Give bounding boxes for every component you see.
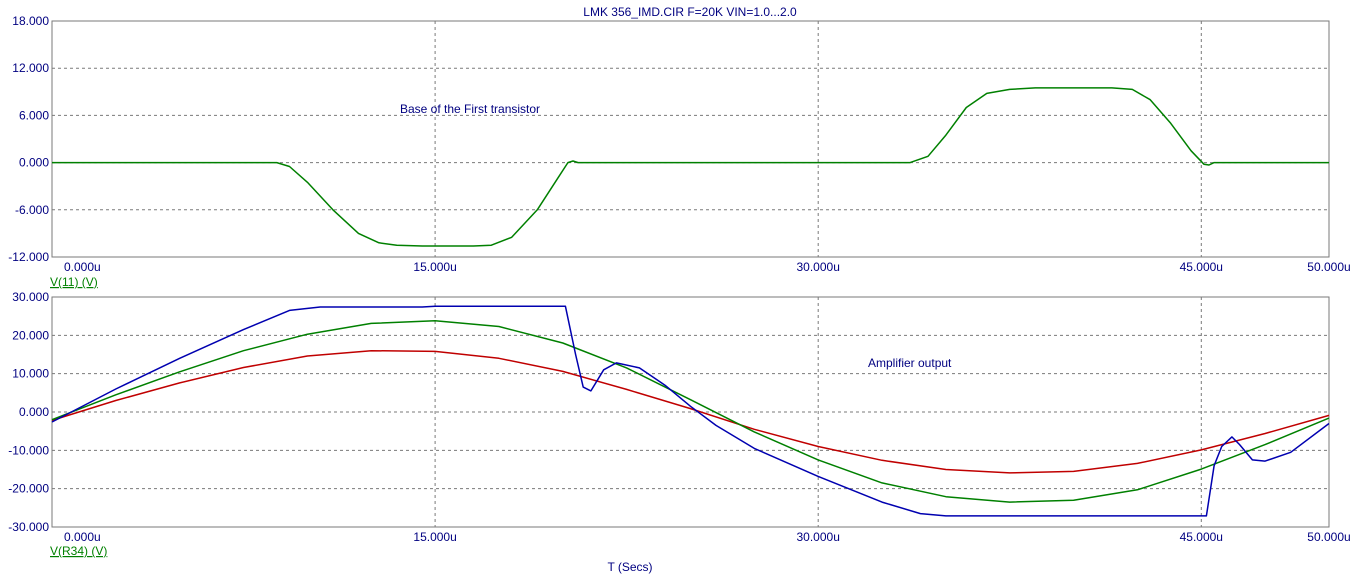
series-line-0 [51, 349, 1330, 474]
x-tick-label: 15.000u [413, 530, 456, 544]
y-tick-label: 18.000 [12, 14, 49, 28]
x-axis-label: T (Secs) [607, 560, 652, 574]
series-line-0 [52, 87, 1329, 247]
x-tick-label: 45.000u [1180, 530, 1223, 544]
y-tick-label: 20.000 [12, 328, 49, 342]
y-tick-label: -30.000 [8, 520, 49, 534]
y-tick-label: 10.000 [12, 367, 49, 381]
y-tick-label: -20.000 [8, 482, 49, 496]
plot-frame [51, 20, 1330, 258]
x-tick-label: 15.000u [413, 260, 456, 274]
plot-annotation: Amplifier output [868, 356, 952, 370]
y-tick-label: 0.000 [19, 156, 49, 170]
x-tick-label: 50.000u [1307, 530, 1350, 544]
y-tick-label: 30.000 [12, 290, 49, 304]
x-tick-label: 30.000u [797, 530, 840, 544]
series-line-1 [51, 320, 1330, 503]
y-axis-label: V(11) (V) [50, 275, 98, 289]
x-tick-label: 0.000u [64, 260, 101, 274]
x-tick-label: 45.000u [1180, 260, 1223, 274]
y-tick-label: -6.000 [15, 203, 49, 217]
y-tick-label: 0.000 [19, 405, 49, 419]
plot-annotation: Base of the First transistor [400, 102, 540, 116]
x-tick-label: 0.000u [64, 530, 101, 544]
y-tick-label: 12.000 [12, 61, 49, 75]
bottom-panel: 30.000 20.000 10.000 0.000 -10.000 -20.000 -30… [8, 290, 1350, 558]
x-tick-label: 50.000u [1307, 260, 1350, 274]
x-tick-label: 30.000u [797, 260, 840, 274]
series-line-2 [51, 305, 1330, 517]
window-title: LMK 356_IMD.CIR F=20K VIN=1.0...2.0 [583, 5, 797, 19]
y-tick-label: 6.000 [19, 108, 49, 122]
top-panel: 18.000 12.000 6.000 0.000 -6.000 -12.000 0.000… [8, 14, 1350, 289]
y-tick-label: -10.000 [8, 443, 49, 457]
y-axis-label: V(R34) (V) [50, 544, 107, 558]
y-tick-label: -12.000 [8, 250, 49, 264]
